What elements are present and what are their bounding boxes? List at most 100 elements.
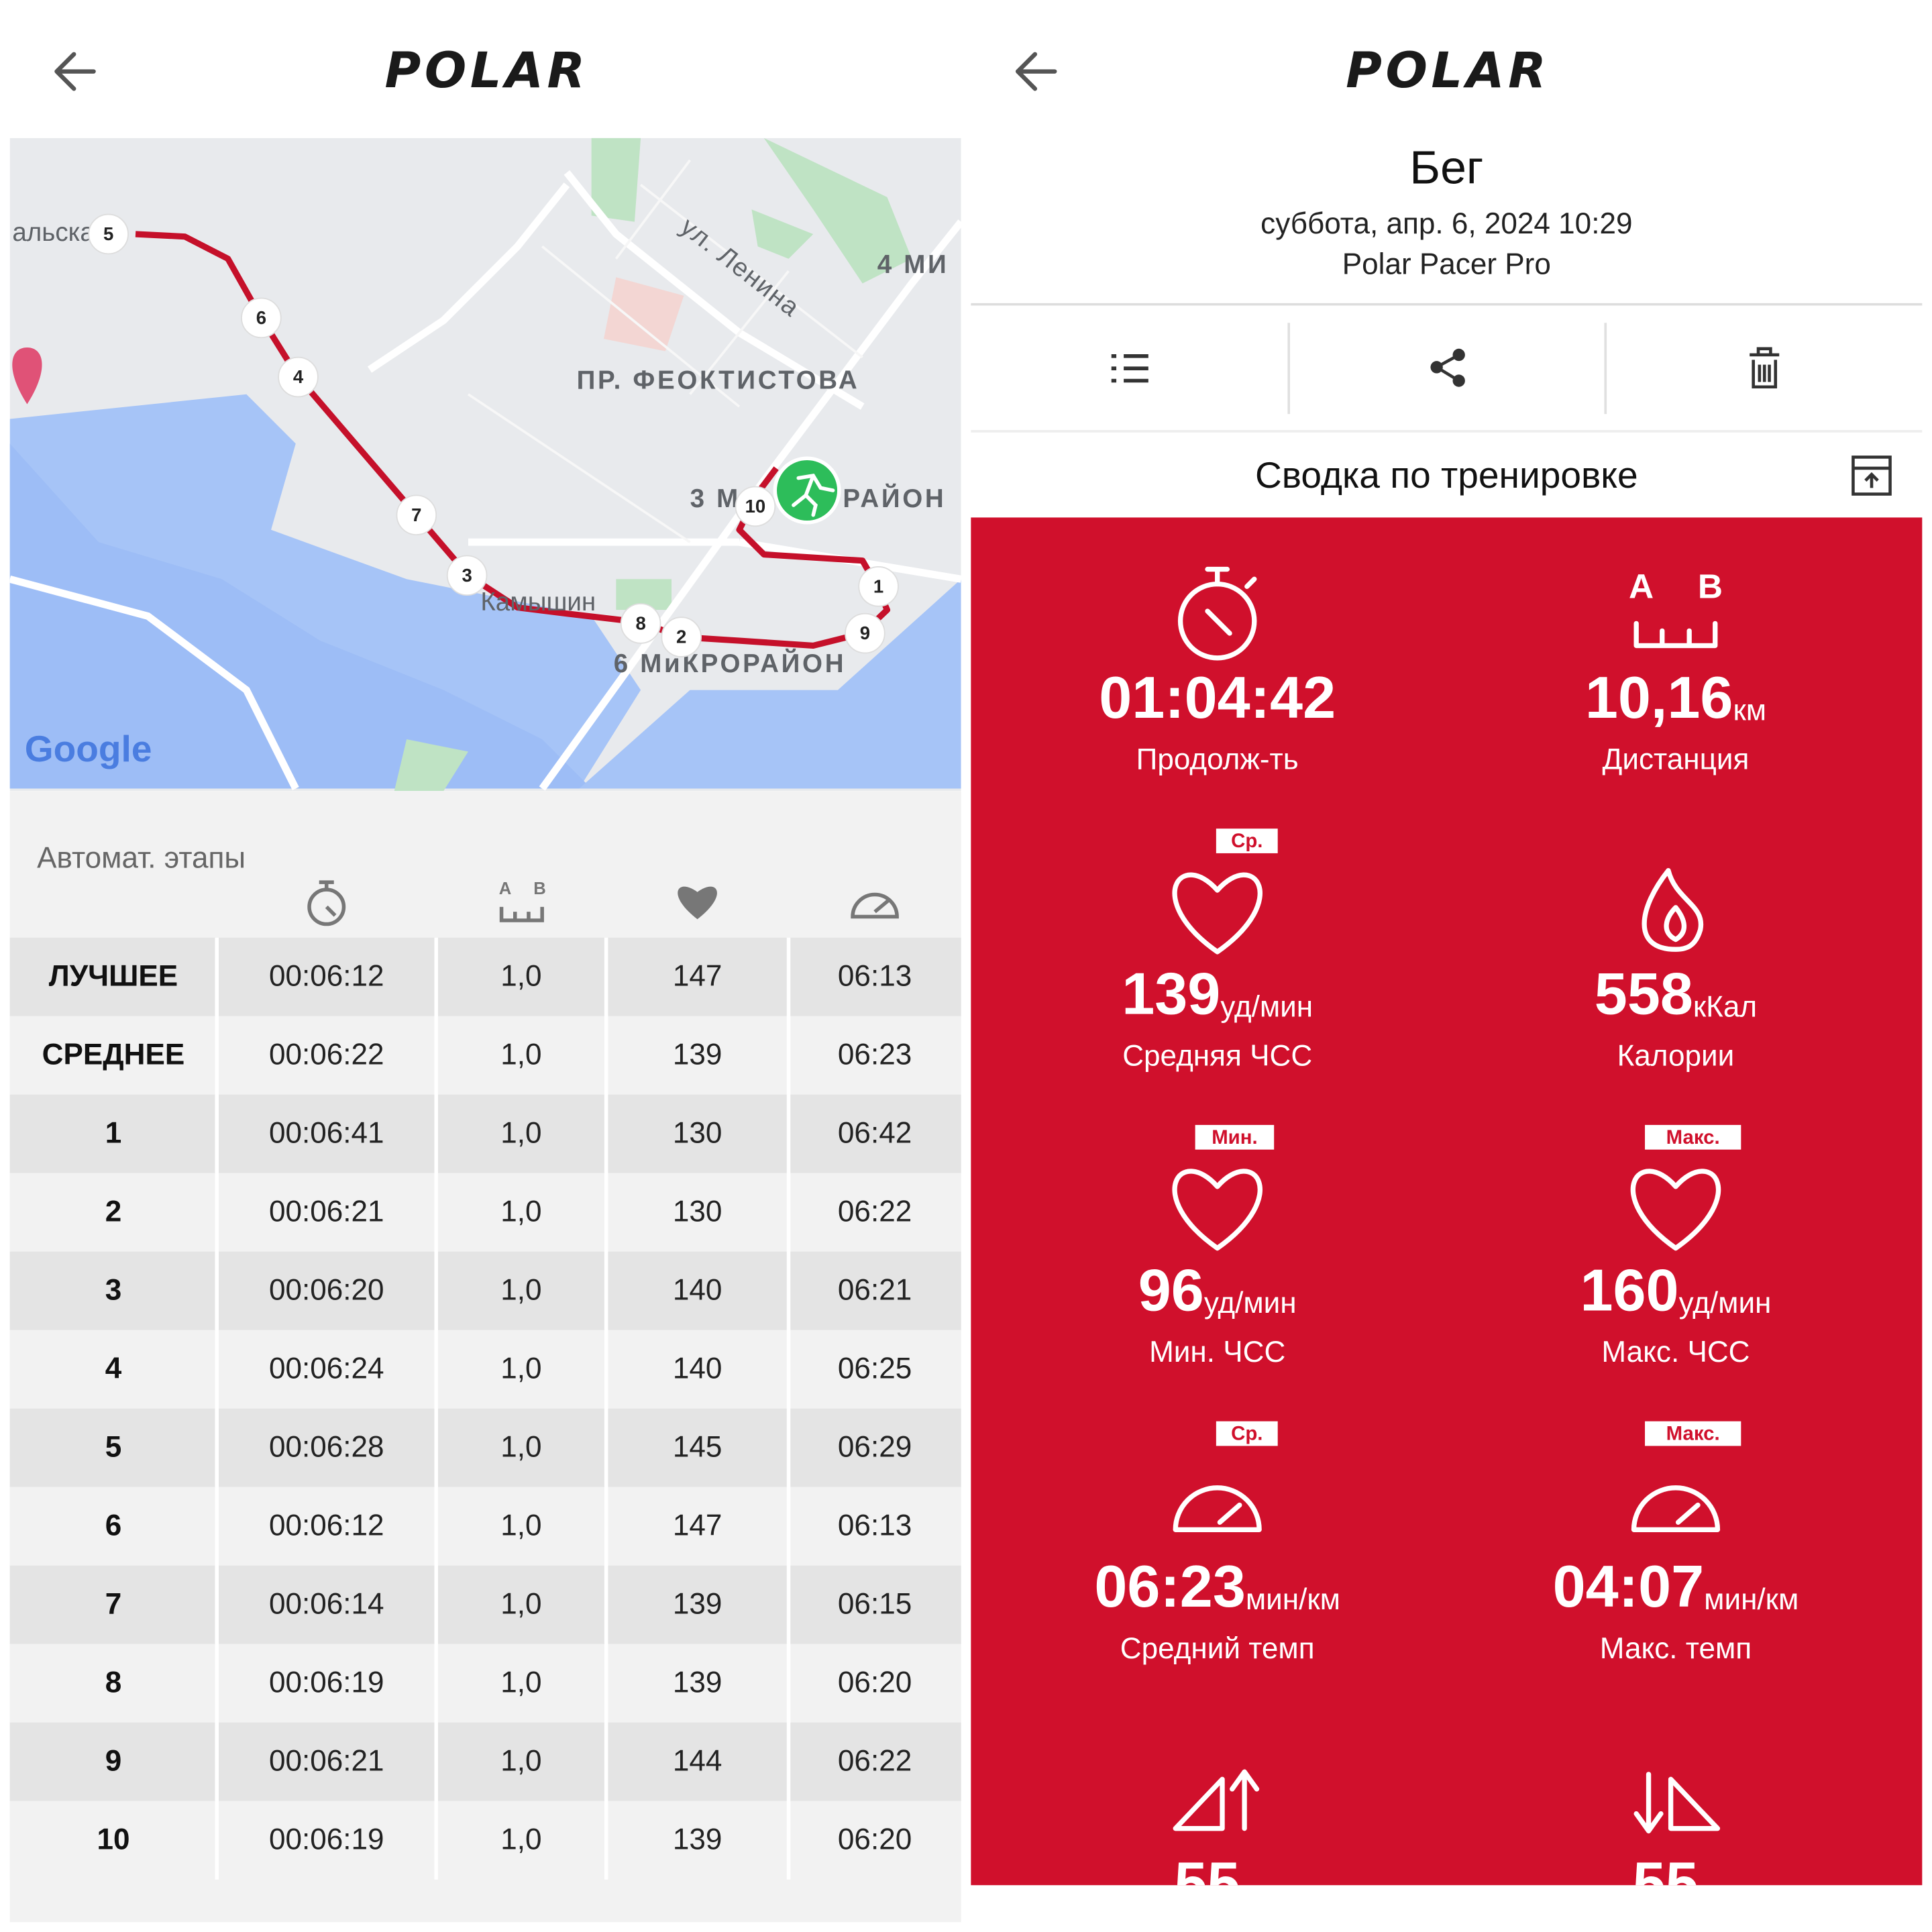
list-button[interactable] <box>1111 354 1148 383</box>
table-cell: 139 <box>673 1588 722 1621</box>
metric-icon <box>1173 1769 1260 1831</box>
badge-bg <box>1195 1124 1275 1150</box>
table-row <box>9 1094 961 1173</box>
export-button[interactable] <box>1851 455 1892 496</box>
unit: мин/км <box>1246 1582 1340 1615</box>
map-marker <box>241 297 282 339</box>
metric-value: 160уд/мин <box>1580 1257 1772 1324</box>
metric-badge: Ср. <box>1231 1423 1263 1445</box>
row-label: 2 <box>105 1195 122 1228</box>
table-cell: 139 <box>673 1823 722 1856</box>
metric-icon <box>1172 872 1263 955</box>
table-cell: 06:13 <box>838 1509 912 1542</box>
map-marker <box>858 566 899 607</box>
icon-label: B <box>1698 567 1723 606</box>
map-marker <box>278 356 319 398</box>
table-cell: 06:22 <box>838 1195 912 1228</box>
map-marker-label: 10 <box>745 496 766 517</box>
unit: кКал <box>1693 990 1757 1023</box>
exercise-title: Бег <box>1409 142 1483 194</box>
metric-label: Мин. ЧСС <box>1149 1336 1285 1368</box>
table-cell: 140 <box>673 1352 722 1385</box>
table-cell: 147 <box>673 1509 722 1542</box>
map-marker-label: 1 <box>873 576 883 596</box>
map-marker <box>845 612 885 654</box>
map-marker <box>88 213 129 255</box>
table-cell: 1,0 <box>500 1117 541 1150</box>
table-cell: 1,0 <box>500 1666 541 1699</box>
summary-title: Сводка по тренировке <box>1255 454 1638 496</box>
table-row <box>9 1016 961 1095</box>
row-label: 5 <box>105 1431 122 1464</box>
map-marker-label: 7 <box>411 504 421 525</box>
table-cell: 1,0 <box>500 1352 541 1385</box>
table-cell: 00:06:19 <box>269 1823 384 1856</box>
table-cell: 00:06:21 <box>269 1745 384 1778</box>
table-cell: 06:22 <box>838 1745 912 1778</box>
value: 160 <box>1580 1257 1679 1324</box>
table-cell: 1,0 <box>500 1588 541 1621</box>
exercise-date: суббота, апр. 6, 2024 10:29 <box>1260 207 1632 240</box>
back-button[interactable] <box>1015 52 1057 91</box>
value: 55 <box>1175 1849 1240 1916</box>
unit: уд/мин <box>1220 990 1313 1023</box>
table-row <box>9 1565 961 1644</box>
row-label: 1 <box>105 1117 122 1150</box>
table-cell: 1,0 <box>500 1274 541 1307</box>
logo: POLAR <box>1346 42 1550 99</box>
delete-button[interactable] <box>1750 347 1780 389</box>
metric-label: Дистанция <box>1603 743 1750 776</box>
value: 04:07 <box>1553 1553 1704 1619</box>
metric-label: Продолж-ть <box>1136 743 1299 776</box>
device-name: Polar Pacer Pro <box>1342 248 1551 280</box>
table-cell: 06:13 <box>838 960 912 993</box>
metric-value: 96уд/мин <box>1138 1257 1297 1324</box>
metric-value: 139уд/мин <box>1122 961 1313 1027</box>
value: 558 <box>1595 961 1693 1027</box>
share-button[interactable] <box>1430 348 1465 387</box>
back-button[interactable] <box>54 52 96 91</box>
value: 96 <box>1138 1257 1204 1324</box>
table-cell: 1,0 <box>500 1431 541 1464</box>
unit: м <box>1240 1879 1260 1912</box>
badge-bg <box>1645 1124 1741 1150</box>
icon-label: B <box>533 879 546 898</box>
table-cell: 00:06:14 <box>269 1588 384 1621</box>
summary-panel <box>971 517 1923 1886</box>
value: 06:23 <box>1094 1553 1245 1619</box>
row-label: 7 <box>105 1588 122 1621</box>
row-label: 10 <box>97 1823 129 1856</box>
metric-icon <box>1217 1502 1242 1525</box>
table-cell: 1,0 <box>500 1038 541 1071</box>
row-label: СРЕДНЕЕ <box>42 1038 185 1071</box>
table-cell: 00:06:21 <box>269 1195 384 1228</box>
metric-label: Калории <box>1617 1039 1735 1072</box>
metric-value: 06:23мин/км <box>1094 1553 1340 1619</box>
row-label: 8 <box>105 1666 122 1699</box>
map-marker <box>396 494 437 536</box>
row-label: 4 <box>105 1352 122 1385</box>
table-row <box>9 1801 961 1880</box>
header-icons: A B <box>307 879 899 926</box>
metric-label: Средний темп <box>1120 1632 1315 1665</box>
table-cell: 147 <box>673 960 722 993</box>
badge-bg <box>1216 1421 1278 1446</box>
row-label: 6 <box>105 1509 122 1542</box>
row-label: 9 <box>105 1745 122 1778</box>
table-cell: 06:23 <box>838 1038 912 1071</box>
map-label: 4 МИ <box>877 250 949 279</box>
table-cell: 00:06:24 <box>269 1352 384 1385</box>
table-cell: 145 <box>673 1431 722 1464</box>
table-cell: 139 <box>673 1666 722 1699</box>
table-cell: 00:06:28 <box>269 1431 384 1464</box>
metric-icon <box>1630 1169 1721 1251</box>
table-cell: 00:06:19 <box>269 1666 384 1699</box>
badge-bg <box>1645 1421 1741 1446</box>
metric-icon <box>1173 1485 1262 1532</box>
map-marker <box>620 603 661 644</box>
metric-icon <box>1633 1772 1721 1834</box>
map-marker-label: 6 <box>256 307 266 328</box>
table-cell: 06:21 <box>838 1274 912 1307</box>
metric-icon <box>1675 1502 1701 1525</box>
